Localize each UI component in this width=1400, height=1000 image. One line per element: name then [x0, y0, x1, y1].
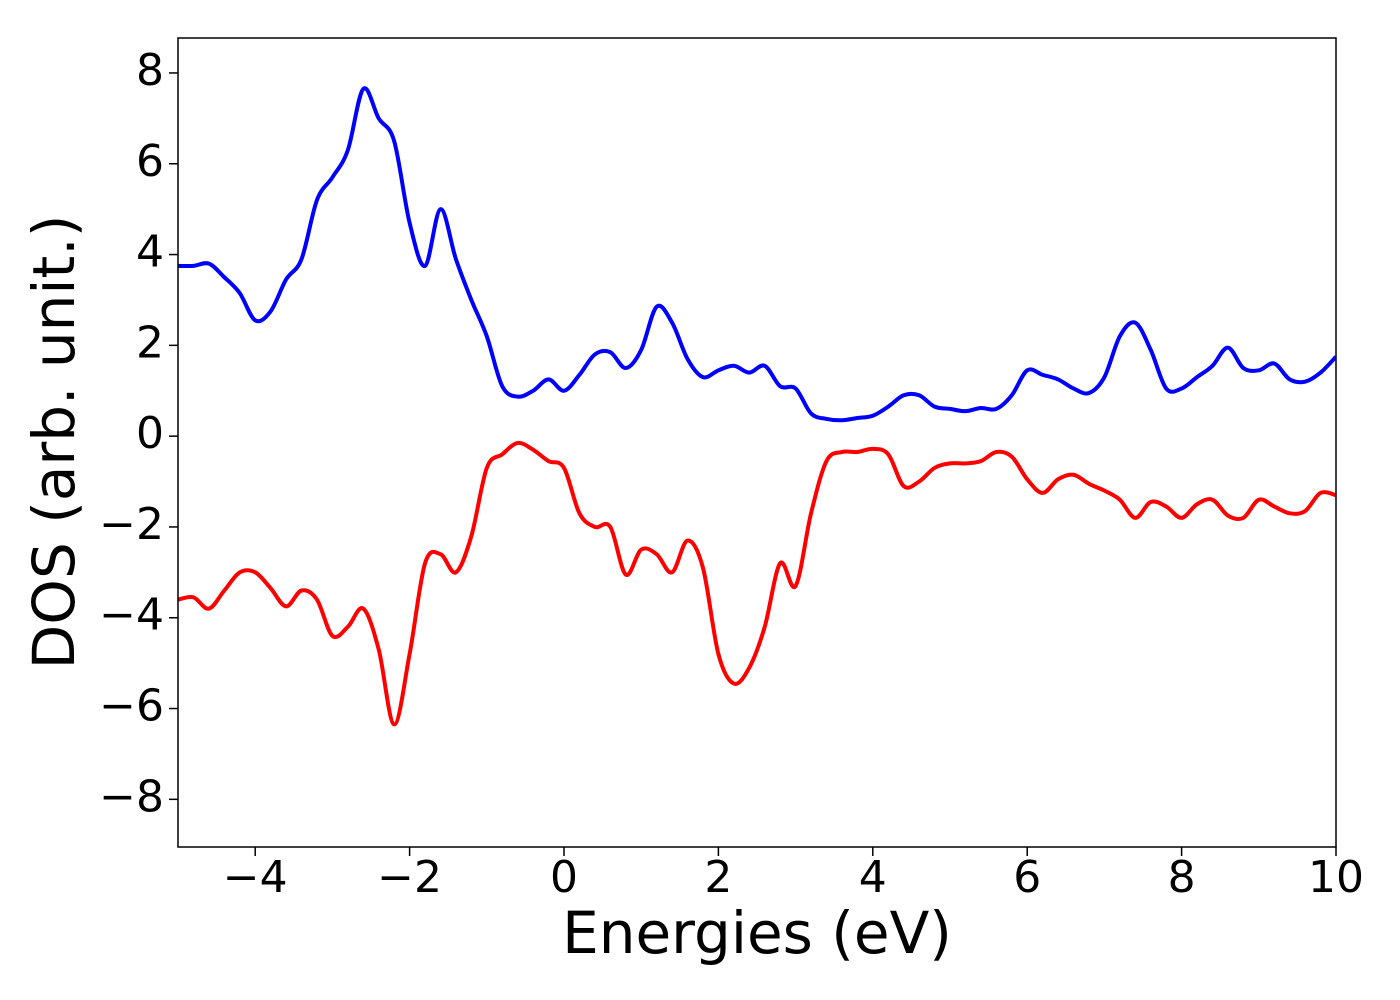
y-tick-label: −2: [99, 499, 164, 550]
x-tick-label: 8: [1168, 852, 1196, 903]
x-tick-label: 10: [1308, 852, 1364, 903]
y-tick-label: −8: [99, 771, 164, 822]
series-line: [178, 440, 1336, 727]
y-tick-label: 2: [136, 317, 164, 368]
x-tick-label: 2: [704, 852, 732, 903]
y-tick-label: −4: [99, 590, 164, 641]
y-axis-label: DOS (arb. unit.): [20, 215, 88, 670]
x-tick-label: 0: [550, 852, 578, 903]
x-tick-label: 4: [859, 852, 887, 903]
y-tick-label: 6: [136, 136, 164, 187]
x-tick-label: −2: [377, 852, 442, 903]
series-line: [178, 86, 1336, 423]
y-tick-label: −6: [99, 681, 164, 732]
x-axis-label: Energies (eV): [562, 899, 952, 967]
y-tick-label: 8: [136, 45, 164, 96]
y-tick-label: 0: [136, 408, 164, 459]
x-tick-label: 6: [1013, 852, 1041, 903]
plot-frame: [177, 37, 1337, 848]
x-tick-label: −4: [223, 852, 288, 903]
y-tick-label: 4: [136, 227, 164, 278]
